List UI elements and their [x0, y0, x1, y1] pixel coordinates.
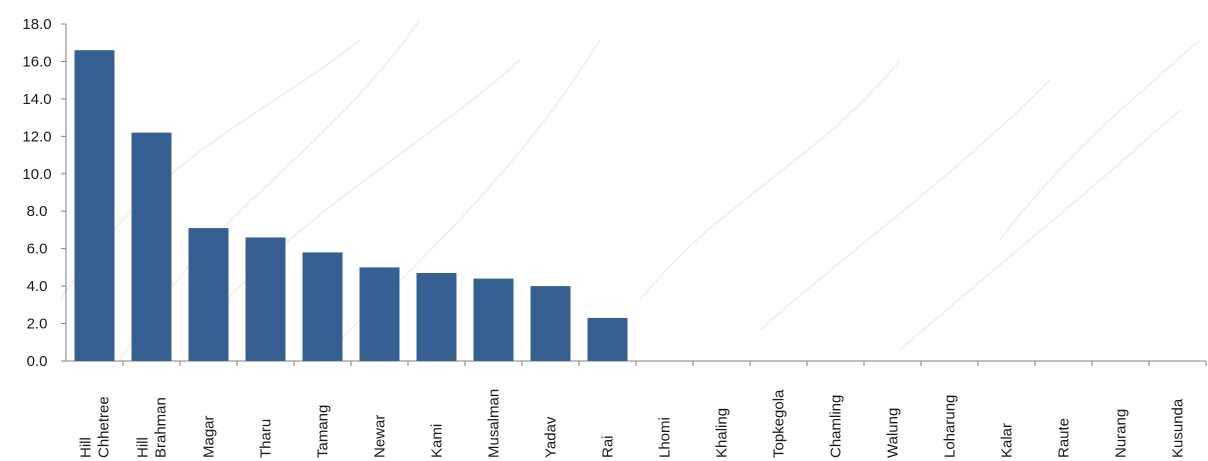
x-category-label: Loharung [942, 395, 959, 458]
x-category-label: Lhomi [657, 417, 674, 458]
x-category-label: Tamang [315, 405, 332, 458]
x-category-label: Hill [78, 437, 95, 458]
x-category-label: Newar [372, 415, 389, 458]
y-tick-label: 6.0 [27, 241, 48, 258]
bar [416, 273, 457, 361]
y-tick-label: 18.0 [22, 16, 51, 33]
x-category-label: Tharu [258, 419, 275, 458]
bar [74, 50, 115, 361]
x-category-label: Hill [135, 437, 152, 458]
y-tick-label: 10.0 [22, 166, 51, 183]
y-tick-label: 8.0 [27, 203, 48, 220]
x-category-label: Musalman [486, 389, 503, 458]
x-category-label: Chamling [828, 395, 845, 458]
y-tick-label: 2.0 [27, 316, 48, 333]
x-category-label: Rai [600, 435, 617, 458]
bar [473, 278, 514, 361]
x-category-label: Yadav [543, 416, 560, 458]
x-category-label: Nurang [1113, 409, 1130, 458]
x-category-label: Kalar [999, 423, 1016, 458]
bar [131, 132, 172, 361]
x-category-label: Magar [201, 415, 218, 458]
x-category-label: Topkegola [771, 389, 788, 458]
bar [587, 317, 628, 361]
bar [530, 286, 571, 361]
y-tick-label: 0.0 [27, 353, 48, 370]
x-category-label: Brahman [153, 397, 170, 458]
bar [359, 267, 400, 361]
x-category-label: Chhetree [96, 396, 113, 458]
y-tick-label: 16.0 [22, 53, 51, 70]
x-category-label: Kusunda [1170, 398, 1187, 458]
bar [302, 252, 343, 361]
x-category-label: Raute [1056, 418, 1073, 458]
x-category-label: Khaling [714, 408, 731, 458]
background-pattern [59, 19, 1201, 361]
y-tick-label: 4.0 [27, 278, 48, 295]
bar [245, 237, 286, 361]
x-category-label: Kami [429, 424, 446, 458]
y-tick-label: 14.0 [22, 91, 51, 108]
bar [188, 228, 229, 361]
y-tick-label: 12.0 [22, 128, 51, 145]
x-category-label: Walung [885, 408, 902, 458]
